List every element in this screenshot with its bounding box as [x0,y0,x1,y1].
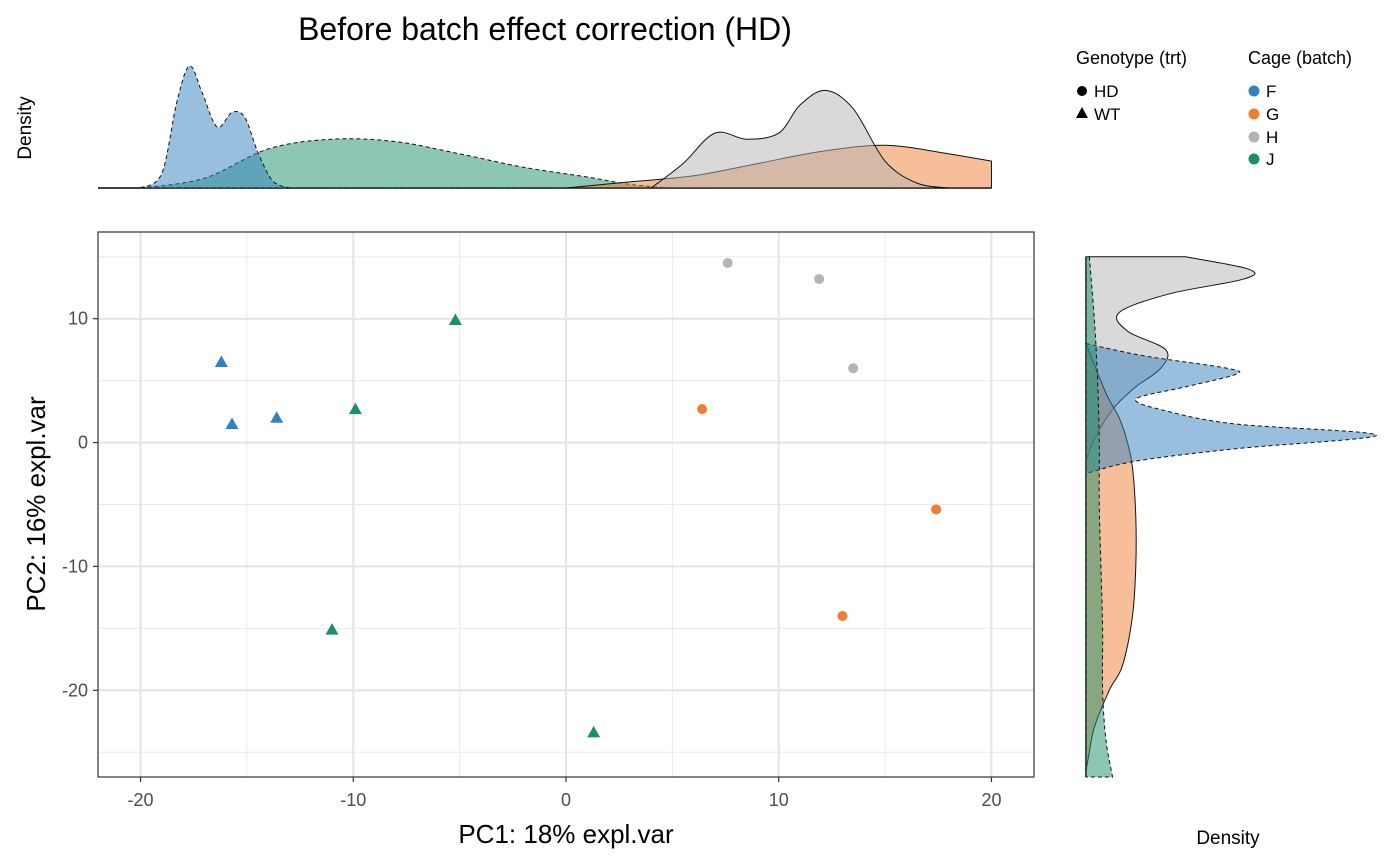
y-tick-label: -20 [62,680,88,700]
data-point-triangle [225,417,239,429]
legend-genotype-item-hd: HD [1094,82,1119,101]
top-density-h [649,89,949,189]
x-tick-label: -10 [340,790,366,810]
legend-genotype-item-wt: WT [1094,105,1120,124]
data-points [214,257,942,738]
x-tick-label: 10 [769,790,789,810]
right-density-axis-label: Density [1196,828,1260,849]
legend-color-f-icon [1248,85,1260,97]
right-density-plot [1085,256,1378,778]
legend-batch-item-j: J [1266,150,1275,169]
y-axis-ticks: -20 -10 0 10 [62,309,98,700]
data-point-circle [931,504,942,515]
legend-batch-item-g: G [1266,105,1279,124]
data-point-circle [722,257,733,268]
legend-batch-title: Cage (batch) [1248,48,1352,68]
data-point-triangle [587,725,601,738]
data-point-triangle [448,313,462,325]
legend-circle-icon [1077,86,1087,96]
legend-color-j-icon [1248,153,1260,165]
top-density-axis-label: Density [15,96,36,160]
right-density-j [1085,256,1114,778]
grid-lines [98,232,1034,777]
x-axis-ticks: -20 -10 0 10 20 [128,777,1001,810]
right-density-f [1085,342,1378,475]
data-point-triangle [348,402,362,415]
data-point-triangle [325,623,339,635]
data-point-triangle [270,411,284,423]
top-density-f [138,65,290,189]
data-point-circle [848,363,859,374]
legend-genotype-title: Genotype (trt) [1076,48,1187,68]
legend-genotype: Genotype (trt) HD WT [1076,48,1187,124]
y-tick-label: 10 [68,309,88,329]
x-tick-label: 20 [981,790,1001,810]
legend-batch: Cage (batch) F G H J [1248,48,1352,169]
data-point-circle [837,610,848,621]
y-axis-label: PC2: 16% expl.var [21,396,51,612]
legend-color-g-icon [1248,108,1260,120]
y-tick-label: -10 [62,556,88,576]
legend-batch-item-h: H [1266,128,1278,147]
data-point-circle [814,274,825,285]
top-density-plot [98,65,992,189]
chart-title: Before batch effect correction (HD) [298,11,792,47]
data-point-circle [697,404,708,415]
x-tick-label: -20 [128,790,154,810]
x-tick-label: 0 [561,790,571,810]
legend-triangle-icon [1076,107,1088,118]
legend-batch-item-f: F [1266,82,1276,101]
x-axis-label: PC1: 18% expl.var [458,819,674,849]
main-plot-panel: -20 -10 0 10 20 -20 -10 0 10 [62,231,1035,810]
y-tick-label: 0 [78,433,88,453]
legend-color-h-icon [1248,131,1260,143]
data-point-triangle [214,355,228,368]
